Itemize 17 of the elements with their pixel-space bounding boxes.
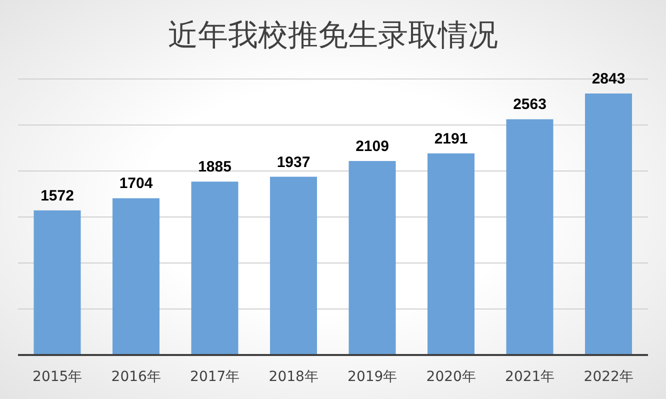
x-tick-label: 2021年 xyxy=(505,368,555,385)
data-label: 1937 xyxy=(276,154,310,171)
data-label: 1885 xyxy=(198,158,232,176)
x-tick-label: 2016年 xyxy=(111,368,161,385)
x-tick-label: 2020年 xyxy=(426,368,476,385)
x-tick-label: 2015年 xyxy=(32,368,82,385)
data-label: 2109 xyxy=(356,138,389,155)
data-label: 2843 xyxy=(592,70,626,88)
x-tick-label: 2017年 xyxy=(190,368,240,385)
x-tick-label: 2022年 xyxy=(584,368,634,385)
data-label: 2191 xyxy=(434,130,468,148)
data-label: 2563 xyxy=(513,96,546,114)
x-tick-label: 2018年 xyxy=(268,368,318,385)
x-tick-label: 2019年 xyxy=(348,368,398,385)
data-label: 1704 xyxy=(119,175,154,192)
data-label: 1572 xyxy=(40,187,74,204)
chart-title: 近年我校推免生录取情况 xyxy=(167,16,499,54)
